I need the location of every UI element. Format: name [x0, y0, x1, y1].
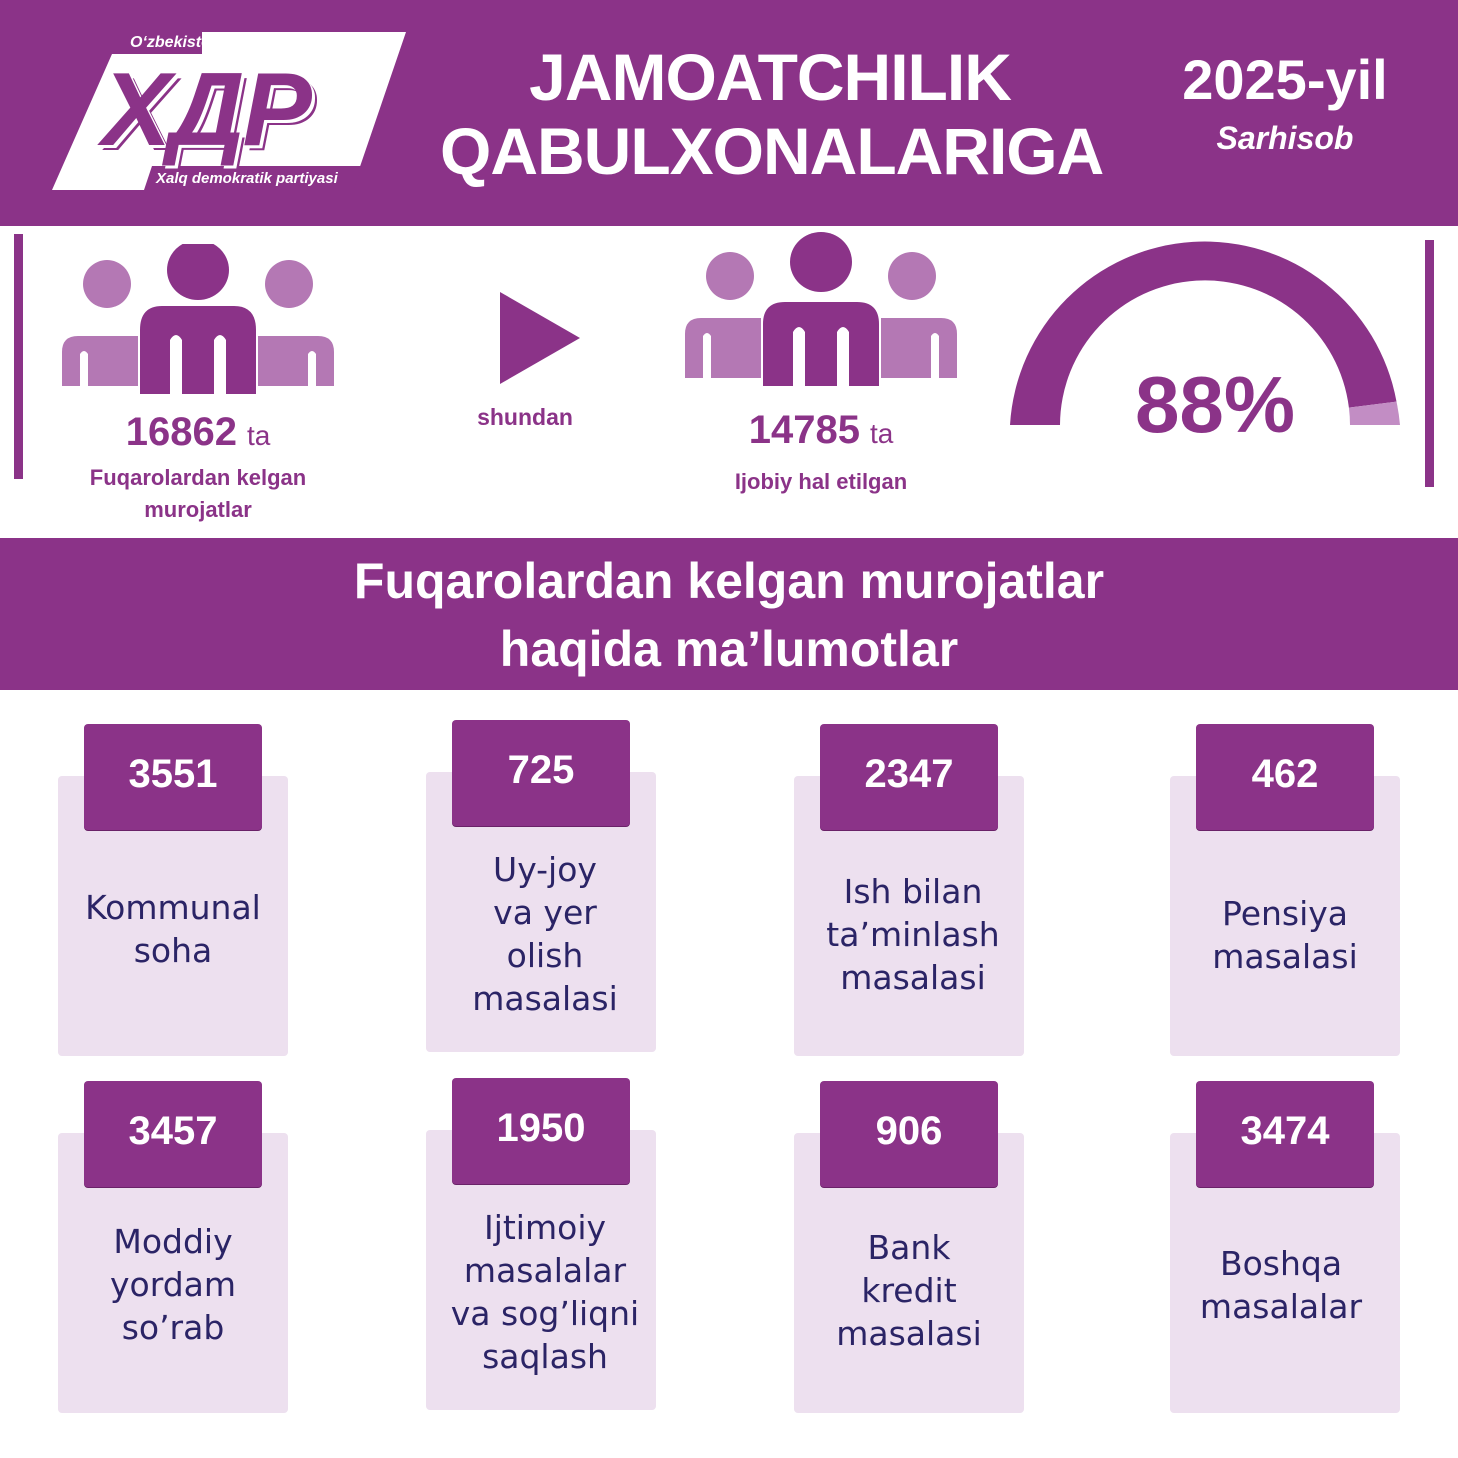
summary-label: Sarhisob	[1216, 120, 1354, 156]
category-label: Pensiya masalasi	[1212, 894, 1358, 976]
category-count-badge: 3551	[84, 724, 262, 830]
people-group-icon	[62, 244, 334, 394]
category-count-badge: 1950	[452, 1078, 630, 1184]
title-line-1: JAMOATCHILIK	[529, 40, 1012, 114]
logo-parallelogram-icon	[52, 32, 406, 190]
title-line-2: QABULXONALARIGA	[440, 114, 1104, 188]
section-banner: Fuqarolardan kelgan murojatlar haqida ma…	[0, 538, 1458, 690]
category-count-badge: 2347	[820, 724, 998, 830]
resolved-value: 14785	[748, 408, 860, 452]
resolution-gauge	[1010, 230, 1400, 430]
category-count-badge: 3474	[1196, 1081, 1374, 1187]
left-divider-bar	[14, 234, 23, 479]
logo-bottom-text: Xalq demokratik partiyasi	[156, 170, 338, 187]
category-label: Uy-joy va yer olish masalasi	[472, 850, 618, 1018]
connector-label: shundan	[477, 404, 573, 430]
category-label: Bank kredit masalasi	[836, 1228, 982, 1353]
people-group-icon	[685, 232, 957, 386]
gauge-value: 88%	[1134, 360, 1296, 449]
category-label: Ijtimoiy masalalar va sog’liqni saqlash	[450, 1208, 640, 1376]
received-label: Fuqarolardan kelgan murojatlar	[42, 462, 354, 526]
header-band: O‘zbekiston ХДР Xalq demokratik partiyas…	[0, 0, 1458, 226]
year-label: 2025-yil	[1182, 48, 1388, 111]
category-count-badge: 725	[452, 720, 630, 826]
category-label: Ish bilan ta’minlash masalasi	[826, 872, 1000, 997]
banner-line-1: Fuqarolardan kelgan murojatlar	[353, 553, 1105, 609]
right-divider-bar	[1425, 240, 1434, 487]
category-count-badge: 906	[820, 1081, 998, 1187]
received-unit: ta	[246, 420, 271, 451]
received-count: 16862 ta	[62, 410, 334, 455]
party-logo: O‘zbekiston ХДР Xalq demokratik partiyas…	[52, 32, 406, 190]
category-label: Moddiy yordam so’rab	[109, 1222, 237, 1347]
category-label: Kommunal soha	[85, 888, 261, 970]
received-value: 16862	[125, 410, 237, 454]
category-count-badge: 3457	[84, 1081, 262, 1187]
resolved-unit: ta	[869, 418, 894, 449]
gauge-arc-icon	[1010, 241, 1400, 425]
play-arrow-icon	[500, 292, 580, 384]
category-count-badge: 462	[1196, 724, 1374, 830]
page-title: JAMOATCHILIK QABULXONALARIGA	[440, 40, 1104, 188]
banner-line-2: haqida ma’lumotlar	[499, 621, 959, 677]
received-label-line-1: Fuqarolardan kelgan	[89, 465, 307, 490]
logo-mark: ХДР	[102, 52, 312, 168]
received-label-line-2: murojatlar	[144, 497, 252, 522]
category-label: Boshqa masalalar	[1199, 1244, 1363, 1326]
resolved-label: Ijobiy hal etilgan	[734, 469, 908, 494]
logo-top-text: O‘zbekiston	[130, 34, 221, 51]
resolved-count: 14785 ta	[685, 408, 957, 453]
